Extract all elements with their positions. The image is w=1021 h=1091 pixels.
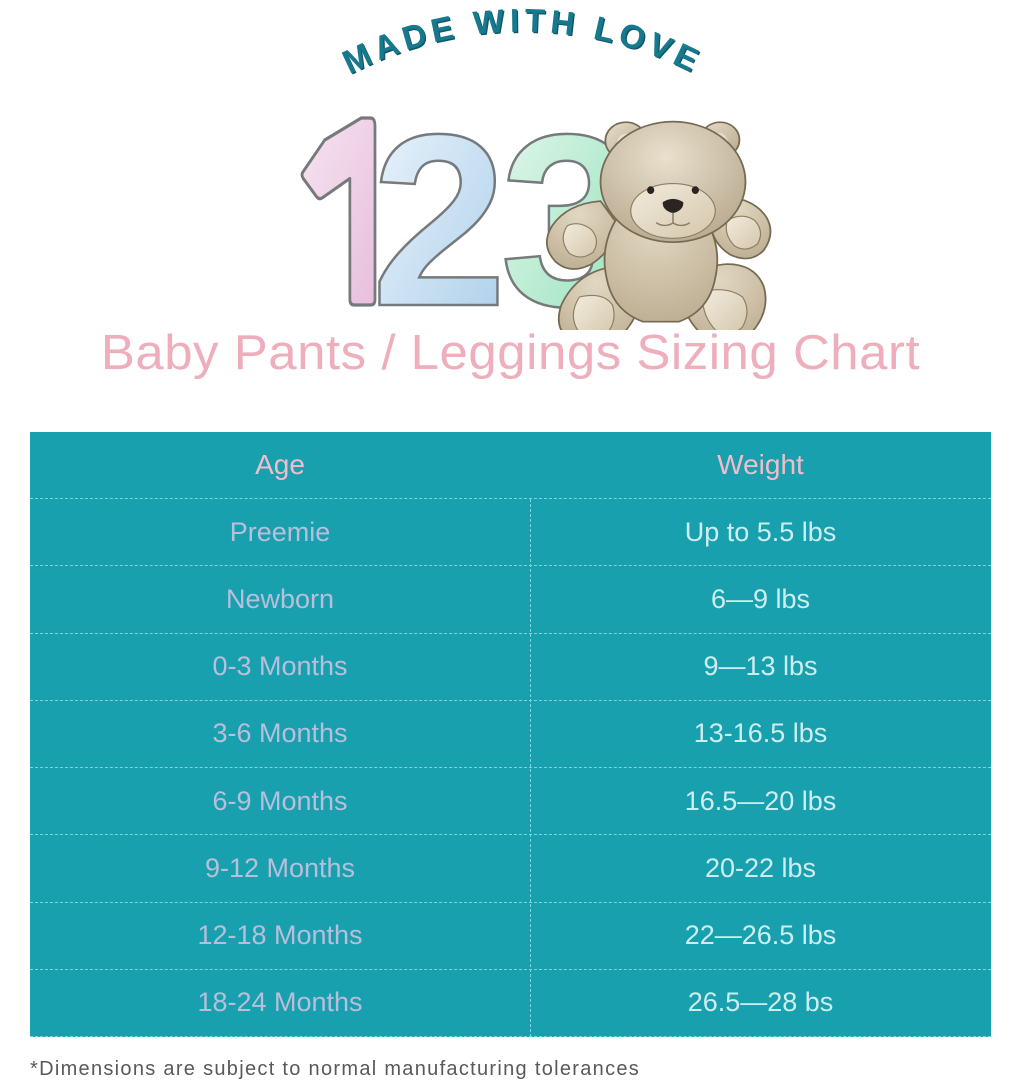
svg-text:MADE WITH LOVE: MADE WITH LOVE <box>337 2 709 81</box>
svg-text:2: 2 <box>371 83 507 330</box>
